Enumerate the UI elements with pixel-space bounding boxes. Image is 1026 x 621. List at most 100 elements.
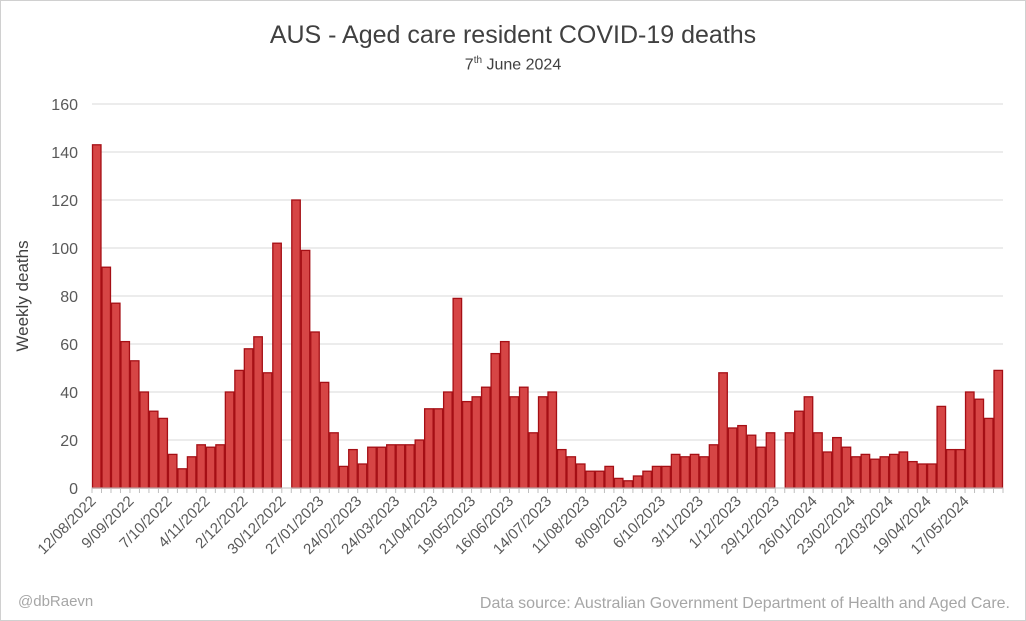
bar xyxy=(604,465,615,489)
bar xyxy=(196,444,207,489)
bar xyxy=(888,453,899,489)
bar xyxy=(215,444,226,489)
bar xyxy=(926,463,937,489)
bar xyxy=(167,453,178,489)
bar xyxy=(756,446,766,489)
bar xyxy=(727,427,738,489)
bar xyxy=(822,451,833,489)
bar xyxy=(794,410,804,489)
subtitle-rest: June 2024 xyxy=(482,56,562,74)
bar xyxy=(442,391,453,489)
bar xyxy=(234,369,244,489)
subtitle-day: 7 xyxy=(464,56,474,74)
bar xyxy=(405,444,415,489)
bar xyxy=(291,199,301,489)
bar xyxy=(964,391,975,489)
bar xyxy=(869,458,880,489)
bar xyxy=(661,465,672,489)
bar xyxy=(746,434,757,489)
bar xyxy=(832,436,842,489)
bar xyxy=(129,360,140,489)
bar xyxy=(367,446,377,489)
bar xyxy=(148,410,159,489)
bar xyxy=(243,348,254,489)
bar xyxy=(699,456,709,489)
bar xyxy=(376,446,387,489)
bar xyxy=(813,432,823,489)
bar xyxy=(974,398,985,489)
bar xyxy=(177,468,188,489)
bar xyxy=(594,470,605,489)
bar xyxy=(262,372,273,489)
bar xyxy=(983,417,994,489)
bar xyxy=(945,448,956,489)
bar xyxy=(528,432,539,489)
bar xyxy=(509,396,520,489)
subtitle-suffix: th xyxy=(473,55,483,66)
bar xyxy=(803,396,814,489)
bar xyxy=(452,297,463,489)
bar xyxy=(566,456,577,489)
bar xyxy=(907,460,918,489)
bar xyxy=(338,465,349,489)
bar xyxy=(348,448,358,489)
bar xyxy=(860,453,871,489)
bar xyxy=(329,432,339,489)
y-tick-label: 60 xyxy=(60,337,78,354)
chart-title: AUS - Aged care resident COVID-19 deaths xyxy=(269,21,757,49)
bar xyxy=(186,456,197,489)
bar xyxy=(680,456,690,489)
bar xyxy=(898,451,909,489)
bar xyxy=(253,336,263,489)
bar xyxy=(851,456,861,489)
bar xyxy=(575,463,586,489)
bar xyxy=(737,424,747,489)
bar xyxy=(300,249,311,489)
y-tick-label: 120 xyxy=(51,193,78,210)
bar xyxy=(120,340,131,489)
bar xyxy=(632,475,643,489)
bar xyxy=(841,446,852,489)
bar xyxy=(158,417,169,489)
data-source-note: Data source: Australian Government Depar… xyxy=(479,595,1010,612)
bar xyxy=(386,444,396,489)
chart-subtitle: 7th June 2024 xyxy=(1,55,1025,74)
bar xyxy=(414,439,425,489)
bar xyxy=(423,408,434,489)
author-credit: @dbRaevn xyxy=(18,593,94,610)
bar xyxy=(272,242,282,489)
bar xyxy=(319,381,330,489)
bar xyxy=(547,391,558,489)
y-tick-label: 20 xyxy=(60,433,78,450)
y-tick-label: 100 xyxy=(51,241,78,258)
bar xyxy=(139,391,150,489)
bar xyxy=(499,340,510,489)
bar xyxy=(101,266,112,489)
bar xyxy=(879,456,890,489)
bar xyxy=(357,463,368,489)
bar xyxy=(670,453,681,489)
y-tick-label: 40 xyxy=(60,385,78,402)
bar xyxy=(708,444,719,489)
bar xyxy=(784,432,795,489)
bar xyxy=(480,386,491,489)
bar xyxy=(917,463,928,489)
bar xyxy=(490,352,501,489)
bar xyxy=(955,448,966,489)
y-tick-label: 0 xyxy=(69,481,78,498)
bar xyxy=(205,446,216,489)
bar xyxy=(642,470,653,489)
bar xyxy=(224,391,235,489)
bar xyxy=(718,372,728,489)
bar xyxy=(689,453,700,489)
bar xyxy=(110,302,121,489)
bar xyxy=(471,396,482,489)
bar xyxy=(518,386,529,489)
bar xyxy=(765,432,776,489)
bar xyxy=(310,331,320,489)
bar xyxy=(91,144,102,489)
bar xyxy=(613,477,624,489)
y-tick-label: 80 xyxy=(60,289,78,306)
